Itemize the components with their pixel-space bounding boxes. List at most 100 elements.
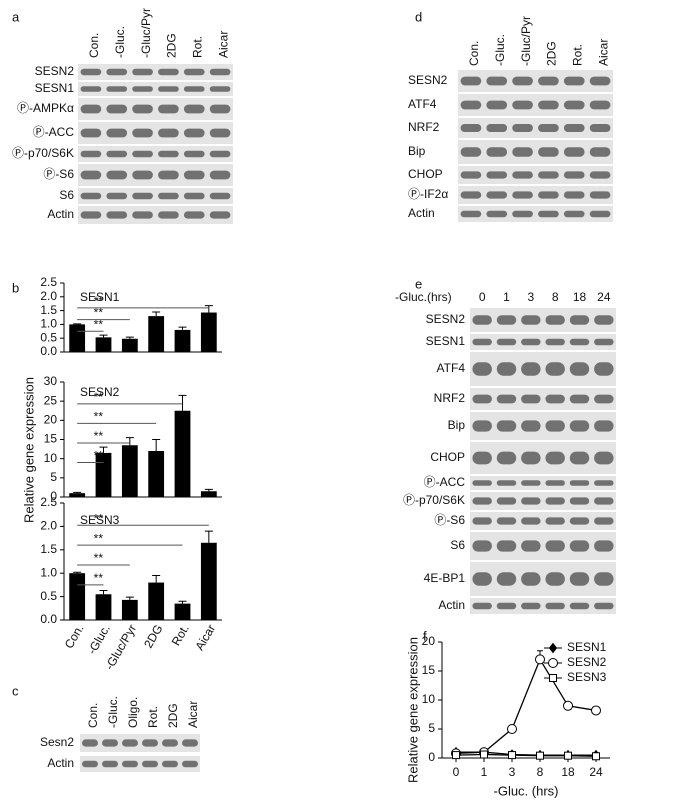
band (589, 210, 611, 218)
band (486, 191, 508, 199)
band (538, 124, 559, 132)
band (545, 497, 565, 505)
band (538, 100, 559, 110)
band (183, 86, 205, 92)
band (106, 128, 128, 138)
band (209, 128, 231, 138)
bar (174, 410, 191, 497)
band (486, 76, 508, 86)
significance-label: ** (94, 429, 104, 443)
band (80, 68, 102, 76)
band (545, 451, 565, 465)
error-bar (178, 394, 187, 411)
band (142, 760, 158, 768)
y-tick-label: 0.0 (40, 344, 57, 358)
band (80, 150, 102, 158)
row-label: Ⓟ-p70/S6K (12, 146, 74, 160)
band (521, 540, 541, 552)
row-label: SESN2 (35, 64, 75, 78)
y-tick-label: 0.5 (40, 589, 57, 603)
band (545, 517, 565, 525)
x-tick-label: Con. (62, 622, 87, 651)
y-tick-label: 1.5 (40, 542, 57, 556)
panel-label: e (415, 276, 422, 291)
band (82, 760, 98, 768)
band (512, 147, 533, 157)
significance-label: ** (94, 449, 104, 463)
band (122, 760, 138, 768)
band (472, 540, 492, 552)
panel-label: b (12, 280, 19, 295)
marker (548, 658, 558, 668)
error-bar (73, 323, 82, 325)
band (472, 572, 492, 586)
blot-strip (78, 206, 233, 224)
band (460, 171, 482, 179)
band (569, 394, 590, 404)
band (538, 76, 559, 86)
band (569, 602, 590, 610)
bar (148, 451, 165, 497)
y-tick-label: 10 (44, 451, 58, 465)
band (472, 362, 492, 376)
lane-label: 1 (503, 290, 510, 304)
panel-label: d (415, 9, 422, 24)
x-tick-label: 24 (589, 765, 603, 779)
blot-strip (470, 308, 616, 332)
band (496, 517, 517, 525)
blot-strip (458, 140, 613, 164)
error-bar (152, 311, 161, 317)
y-tick-label: 20 (44, 413, 58, 427)
band (569, 338, 590, 346)
band (80, 86, 102, 92)
band (106, 150, 128, 158)
band (183, 104, 205, 114)
band (569, 540, 590, 552)
band (472, 420, 492, 432)
band (486, 124, 508, 132)
blot-strip (78, 188, 233, 204)
band (594, 338, 614, 346)
band (80, 128, 102, 138)
band (460, 147, 482, 157)
row-label: CHOP (408, 167, 443, 181)
band (496, 480, 517, 486)
row-label: ATF4 (437, 361, 466, 375)
band (594, 497, 614, 505)
x-tick-label: 1 (481, 765, 488, 779)
y-tick-label: 0 (50, 489, 57, 503)
lane-label: -Gluc/Pyr (139, 8, 153, 58)
marker (452, 751, 460, 760)
bar (95, 337, 112, 352)
band (209, 68, 231, 76)
row-label: Bip (408, 144, 426, 158)
significance-label: ** (94, 306, 104, 320)
marker (548, 642, 558, 654)
band (545, 338, 565, 346)
y-axis-label: Relative gene expression (21, 377, 36, 523)
band (158, 68, 179, 76)
blot-strip (458, 186, 613, 204)
lane-label: Con. (467, 41, 481, 66)
band (594, 517, 614, 525)
blot-strip (78, 64, 233, 80)
band (132, 68, 153, 76)
band (162, 739, 178, 747)
bar (148, 316, 165, 352)
band (106, 211, 128, 219)
x-tick-label: Rot. (169, 622, 192, 648)
band (569, 517, 590, 525)
significance-label: ** (94, 551, 104, 565)
y-tick-label: 25 (44, 393, 58, 407)
band (594, 602, 614, 610)
band (472, 451, 492, 465)
lane-label: Con. (87, 33, 101, 58)
x-tick-label: Aicar (192, 622, 218, 653)
x-axis-label: -Gluc. (hrs) (494, 783, 559, 798)
row-label: SESN2 (426, 312, 466, 326)
band (82, 739, 98, 747)
blot-strip (78, 164, 233, 186)
marker (592, 752, 600, 761)
blot-strip (470, 442, 616, 474)
row-label: Actin (438, 598, 465, 612)
